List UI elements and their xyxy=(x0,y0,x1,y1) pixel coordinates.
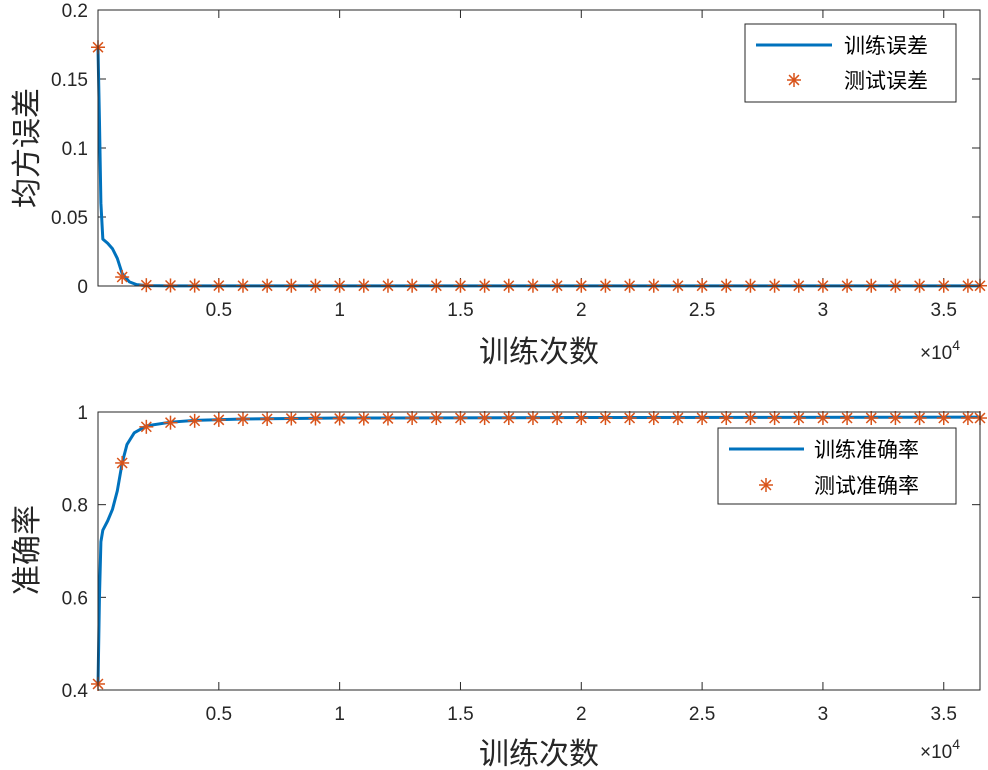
legend-star-icon xyxy=(787,73,801,87)
mse-x-multiplier-base: ×10 xyxy=(920,343,952,364)
accuracy-test-point xyxy=(767,411,782,426)
accuracy-y-tick-labels: 0.4 0.6 0.8 1 xyxy=(62,403,89,702)
accuracy-legend: 训练准确率 测试准确率 xyxy=(717,427,957,505)
mse-x-axis-label: 训练次数 xyxy=(479,335,599,370)
mse-x-multiplier-exponent: 4 xyxy=(952,337,960,353)
accuracy-test-point xyxy=(453,411,468,426)
accuracy-test-point xyxy=(260,411,275,426)
accuracy-x-multiplier: ×104 xyxy=(920,736,960,763)
mse-test-point xyxy=(139,278,154,293)
accuracy-test-point xyxy=(550,411,565,426)
mse-y-tick-labels: 0 0.05 0.1 0.15 0.2 xyxy=(51,1,88,298)
accuracy-y-tick-label: 1 xyxy=(77,403,88,424)
accuracy-test-point xyxy=(187,413,202,428)
mse-legend-test-label: 测试误差 xyxy=(844,69,928,93)
mse-x-tick-label: 1.5 xyxy=(447,300,473,321)
accuracy-x-multiplier-exponent: 4 xyxy=(952,736,960,752)
accuracy-train-line xyxy=(96,415,981,686)
accuracy-test-point xyxy=(936,411,951,426)
mse-y-tick-label: 0.2 xyxy=(62,1,88,22)
mse-x-tick-label: 2 xyxy=(576,300,587,321)
mse-y-tick-label: 0 xyxy=(77,277,88,298)
accuracy-test-point xyxy=(743,411,758,426)
mse-test-point xyxy=(115,270,130,285)
accuracy-test-point xyxy=(574,411,589,426)
accuracy-test-point xyxy=(888,411,903,426)
accuracy-test-point xyxy=(477,411,492,426)
mse-legend-test-marker xyxy=(787,73,801,87)
mse-y-axis-label: 均方误差 xyxy=(10,88,45,208)
accuracy-test-point xyxy=(429,411,444,426)
accuracy-test-point xyxy=(960,411,975,426)
accuracy-x-tick-label: 2 xyxy=(576,704,587,725)
accuracy-test-point xyxy=(864,411,879,426)
mse-x-multiplier: ×104 xyxy=(920,337,960,364)
mse-x-tick-labels: 0.5 1 1.5 2 2.5 3 3.5 xyxy=(206,300,957,321)
mse-x-tick-label: 2.5 xyxy=(689,300,715,321)
accuracy-x-tick-label: 3.5 xyxy=(931,704,957,725)
mse-legend-box xyxy=(744,23,957,103)
accuracy-series xyxy=(91,411,987,691)
accuracy-test-point xyxy=(211,412,226,427)
accuracy-chart: 0.5 1 1.5 2 2.5 3 3.5 0.4 0.6 0.8 1 训练次数 准确率 ×104… xyxy=(10,403,987,770)
accuracy-test-point xyxy=(139,419,154,434)
accuracy-y-tick-label: 0.6 xyxy=(62,588,88,609)
mse-y-tick-label: 0.05 xyxy=(51,208,88,229)
accuracy-test-point xyxy=(695,411,710,426)
accuracy-test-point xyxy=(598,411,613,426)
accuracy-legend-test-label: 测试准确率 xyxy=(814,474,919,498)
mse-legend: 训练误差 测试误差 xyxy=(744,23,957,103)
accuracy-test-point xyxy=(791,411,806,426)
accuracy-test-point xyxy=(622,411,637,426)
mse-chart: 0.5 1 1.5 2 2.5 3 3.5 0 0.05 0.1 0.15 0.2 训练次数 均方误… xyxy=(10,1,987,370)
mse-x-tick-label: 3.5 xyxy=(931,300,957,321)
mse-legend-train-label: 训练误差 xyxy=(844,34,928,58)
mse-y-tick-label: 0.1 xyxy=(62,139,88,160)
accuracy-test-point xyxy=(815,411,830,426)
mse-y-tick-label: 0.15 xyxy=(51,70,88,91)
accuracy-test-point xyxy=(405,411,420,426)
accuracy-test-point xyxy=(912,411,927,426)
mse-test-point xyxy=(163,278,178,293)
accuracy-test-point xyxy=(840,411,855,426)
accuracy-test-point xyxy=(332,411,347,426)
accuracy-x-axis-label: 训练次数 xyxy=(479,737,599,770)
accuracy-x-tick-label: 0.5 xyxy=(206,704,232,725)
mse-x-tick-label: 1 xyxy=(334,300,345,321)
accuracy-test-point xyxy=(719,411,734,426)
accuracy-legend-test-marker xyxy=(759,478,773,492)
accuracy-y-tick-label: 0.8 xyxy=(62,496,88,517)
legend-star-icon xyxy=(759,478,773,492)
accuracy-legend-box xyxy=(717,427,957,505)
accuracy-x-tick-labels: 0.5 1 1.5 2 2.5 3 3.5 xyxy=(206,704,957,725)
accuracy-legend-train-label: 训练准确率 xyxy=(814,438,919,462)
accuracy-x-tick-label: 3 xyxy=(818,704,829,725)
accuracy-test-point xyxy=(501,411,516,426)
accuracy-test-point xyxy=(284,411,299,426)
accuracy-test-point xyxy=(525,411,540,426)
accuracy-test-point xyxy=(646,411,661,426)
mse-x-tick-label: 0.5 xyxy=(206,300,232,321)
accuracy-x-tick-label: 1.5 xyxy=(447,704,473,725)
accuracy-test-point xyxy=(115,455,130,470)
mse-x-tick-label: 3 xyxy=(818,300,829,321)
accuracy-test-point xyxy=(163,415,178,430)
accuracy-test-point xyxy=(670,411,685,426)
accuracy-test-point xyxy=(308,411,323,426)
accuracy-x-tick-label: 1 xyxy=(334,704,345,725)
accuracy-test-point xyxy=(380,411,395,426)
accuracy-x-tick-label: 2.5 xyxy=(689,704,715,725)
mse-axes-box xyxy=(97,9,981,287)
accuracy-x-multiplier-base: ×10 xyxy=(920,742,952,763)
accuracy-y-axis-label: 准确率 xyxy=(10,505,45,595)
accuracy-test-point xyxy=(235,411,250,426)
accuracy-axes-box xyxy=(97,411,981,691)
accuracy-y-tick-label: 0.4 xyxy=(62,681,89,702)
accuracy-test-point xyxy=(356,411,371,426)
